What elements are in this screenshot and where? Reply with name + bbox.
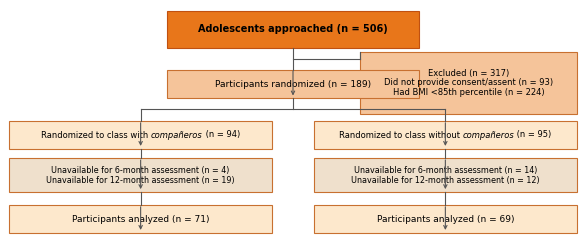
Text: Had BMI <85th percentile (n = 224): Had BMI <85th percentile (n = 224) [393,88,544,97]
Text: compañeros: compañeros [463,131,515,139]
FancyBboxPatch shape [314,205,577,233]
FancyBboxPatch shape [9,121,272,149]
FancyBboxPatch shape [167,11,419,48]
Text: Excluded (n = 317): Excluded (n = 317) [428,69,509,78]
FancyBboxPatch shape [360,52,577,114]
Text: Adolescents approached (n = 506): Adolescents approached (n = 506) [198,24,388,34]
Text: Unavailable for 12-month assessment (n = 19): Unavailable for 12-month assessment (n =… [46,175,235,185]
Text: compañeros: compañeros [151,131,203,139]
Text: Unavailable for 12-month assessment (n = 12): Unavailable for 12-month assessment (n =… [351,175,540,185]
FancyBboxPatch shape [167,70,419,98]
Text: Randomized to class without: Randomized to class without [339,131,463,139]
FancyBboxPatch shape [314,158,577,192]
Text: Participants analyzed (n = 69): Participants analyzed (n = 69) [377,215,514,223]
Text: Did not provide consent/assent (n = 93): Did not provide consent/assent (n = 93) [384,78,553,87]
Text: Participants analyzed (n = 71): Participants analyzed (n = 71) [72,215,209,223]
Text: Randomized to class with: Randomized to class with [41,131,151,139]
Text: Unavailable for 6-month assessment (n = 4): Unavailable for 6-month assessment (n = … [52,166,230,175]
Text: Unavailable for 6-month assessment (n = 14): Unavailable for 6-month assessment (n = … [354,166,537,175]
FancyBboxPatch shape [314,121,577,149]
Text: Participants randomized (n = 189): Participants randomized (n = 189) [215,79,371,89]
Text: (n = 95): (n = 95) [515,131,551,139]
Text: (n = 94): (n = 94) [203,131,240,139]
FancyBboxPatch shape [9,205,272,233]
FancyBboxPatch shape [9,158,272,192]
